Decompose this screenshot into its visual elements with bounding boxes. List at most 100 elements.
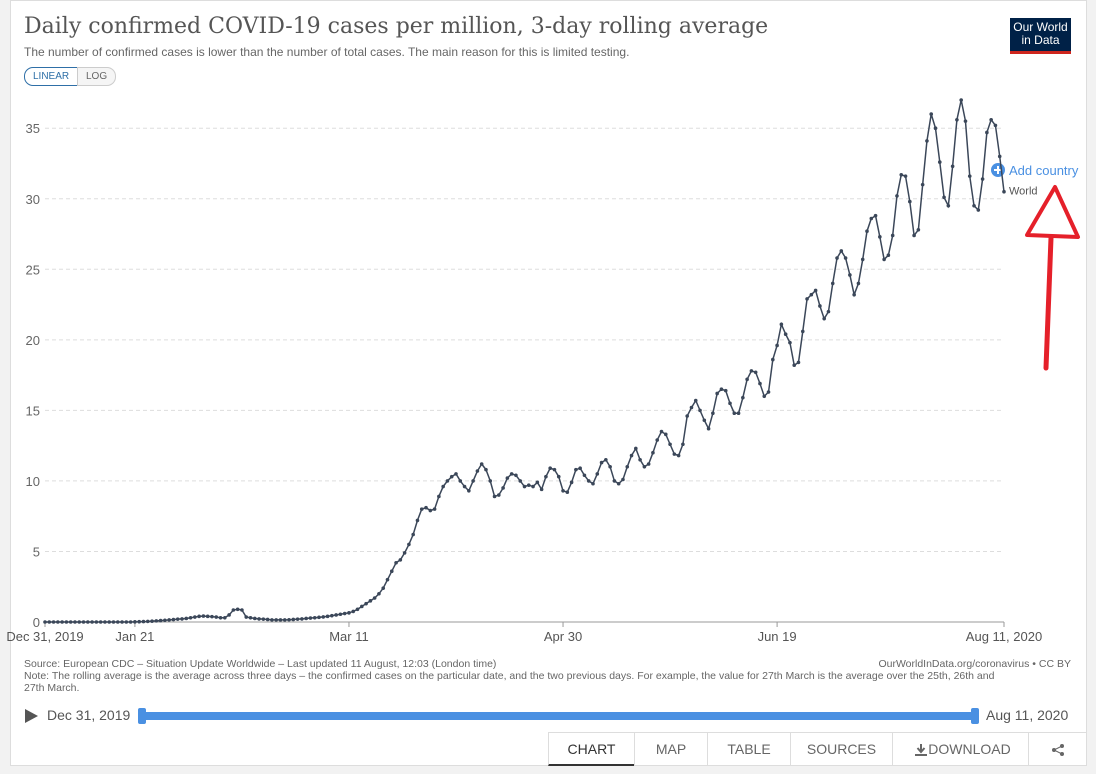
download-icon: [915, 744, 927, 756]
point: [214, 615, 219, 619]
point: [377, 591, 381, 596]
point: [736, 411, 741, 416]
point: [385, 577, 390, 582]
point: [402, 551, 407, 555]
point: [47, 620, 52, 624]
point: [788, 340, 792, 345]
point: [771, 357, 775, 362]
point: [723, 388, 728, 393]
tab[interactable]: TABLE: [707, 733, 790, 766]
point: [227, 613, 231, 617]
point: [843, 256, 848, 260]
source: Source: European CDC – Situation Update …: [24, 658, 497, 670]
point: [629, 453, 634, 458]
point: [415, 518, 420, 523]
point: [137, 619, 141, 624]
point: [107, 620, 112, 624]
point: [758, 381, 762, 386]
tab[interactable]: CHART: [548, 733, 634, 766]
point: [535, 480, 540, 485]
point: [822, 316, 826, 321]
point: [308, 616, 313, 620]
point: [484, 467, 488, 472]
tab[interactable]: SOURCES: [790, 733, 892, 766]
timeline-handle-start[interactable]: [138, 708, 146, 724]
play-button[interactable]: [25, 709, 38, 723]
point: [993, 123, 998, 128]
point: [985, 130, 989, 135]
share-tab[interactable]: [1028, 733, 1086, 766]
point: [462, 484, 467, 489]
point: [912, 233, 916, 238]
point: [338, 612, 343, 617]
point: [479, 462, 484, 466]
point: [642, 465, 647, 469]
point: [441, 484, 445, 489]
point: [955, 117, 959, 122]
point: [972, 204, 976, 208]
point: [732, 411, 737, 416]
point: [848, 273, 852, 277]
point: [561, 488, 565, 493]
point: [321, 615, 326, 619]
point: [154, 619, 159, 623]
red-arrow-stem: [1043, 235, 1054, 371]
tab[interactable]: DOWNLOAD: [892, 733, 1028, 766]
point: [942, 195, 946, 200]
line: [45, 99, 1005, 623]
point: [509, 472, 514, 476]
x-tick-label: Aug 11, 2020: [966, 629, 1042, 644]
point: [1002, 189, 1006, 194]
point: [411, 532, 415, 537]
point: [818, 304, 822, 308]
point: [612, 479, 617, 483]
logo[interactable]: Our World in Data: [1010, 18, 1071, 54]
point: [419, 507, 424, 511]
point: [646, 462, 651, 466]
tab[interactable]: MAP: [634, 733, 707, 766]
point: [698, 408, 702, 413]
point: [167, 618, 171, 622]
point: [205, 614, 210, 619]
point: [989, 117, 993, 122]
point: [312, 615, 317, 620]
point: [591, 481, 595, 486]
point: [115, 620, 120, 624]
x-tick-label: Apr 30: [544, 629, 582, 644]
point: [218, 615, 223, 620]
point: [43, 620, 47, 624]
point: [762, 394, 767, 399]
add-country[interactable]: Add country: [1009, 163, 1079, 178]
timeline-start: Dec 31, 2019: [47, 707, 131, 723]
point: [330, 613, 334, 618]
tabs: CHART MAP TABLE SOURCES DOWNLOAD: [548, 732, 1086, 766]
point: [792, 363, 797, 368]
license[interactable]: OurWorldInData.org/coronavirus • CC BY: [878, 658, 1071, 670]
point: [407, 542, 411, 547]
point: [437, 494, 441, 499]
timeline-handle-end[interactable]: [971, 708, 979, 724]
linear-button[interactable]: LINEAR: [24, 67, 79, 86]
point: [334, 613, 338, 617]
point: [278, 618, 283, 622]
point: [274, 618, 278, 622]
x-tick-label: Jun 19: [758, 629, 797, 644]
point: [257, 617, 261, 621]
point: [180, 617, 184, 621]
note: Note: The rolling average is the average…: [24, 670, 995, 694]
point: [672, 452, 677, 456]
y-tick-label: 35: [26, 121, 40, 136]
log-button[interactable]: LOG: [77, 67, 117, 86]
point: [501, 486, 505, 490]
point: [544, 474, 548, 479]
point: [244, 615, 249, 619]
point: [471, 479, 475, 483]
point: [878, 235, 882, 239]
point: [852, 292, 856, 297]
point: [372, 596, 377, 600]
chart-subtitle: The number of confirmed cases is lower t…: [24, 45, 630, 59]
point: [449, 474, 454, 479]
point: [282, 618, 287, 622]
point: [77, 620, 82, 624]
point: [458, 479, 463, 483]
